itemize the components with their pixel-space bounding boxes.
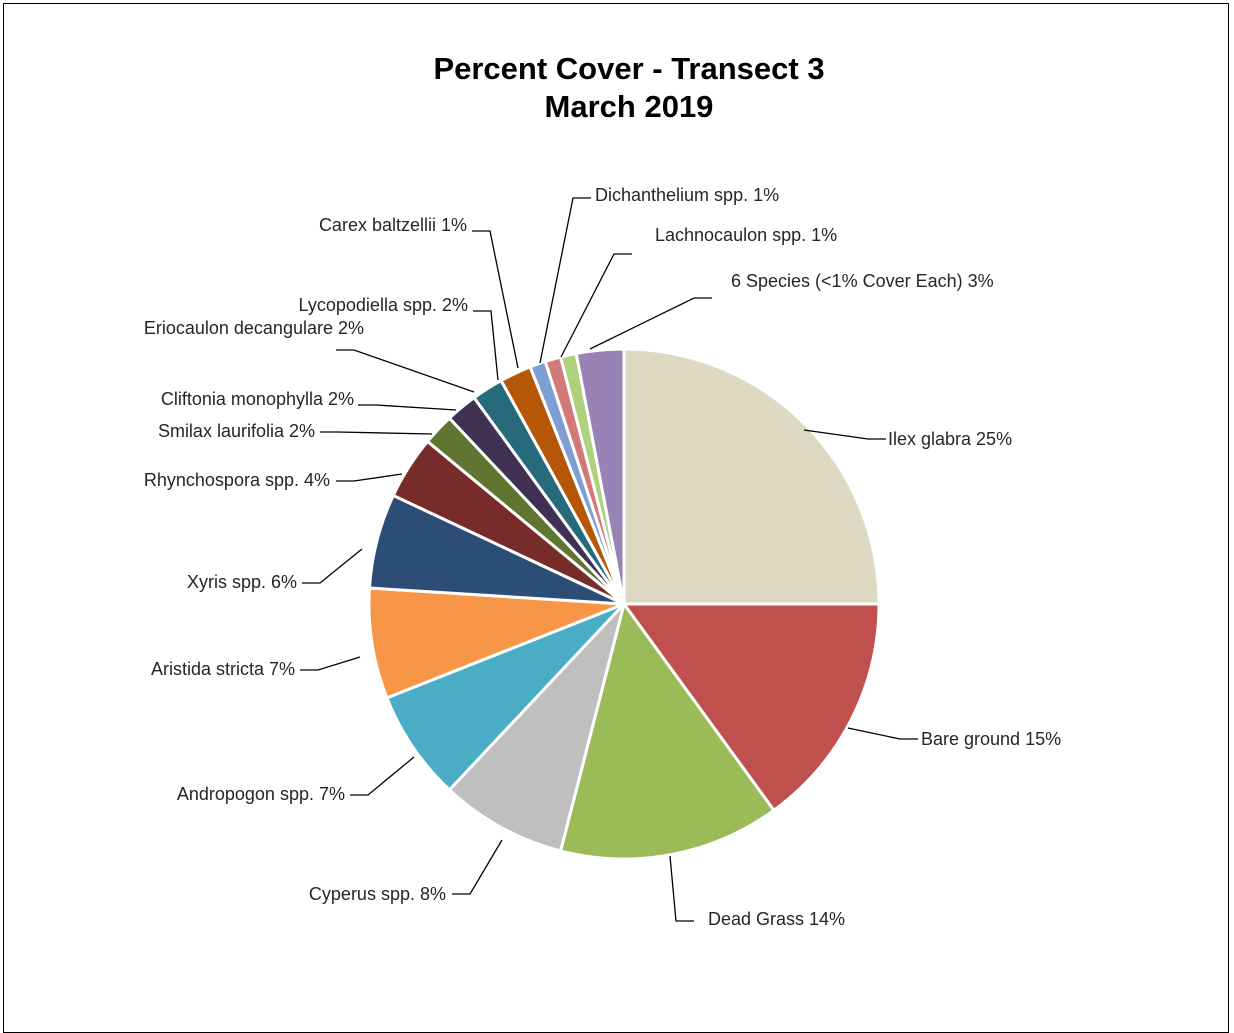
pie-slice-2	[622, 602, 881, 812]
data-label-15: Lachnocaulon spp. 1%	[655, 225, 837, 245]
data-label-3: Dead Grass 14%	[708, 909, 845, 929]
data-label-13: Carex baltzellii 1%	[319, 215, 467, 235]
data-label-6: Aristida stricta 7%	[151, 659, 295, 679]
pie-slice-6	[367, 586, 626, 700]
data-label-7: Xyris spp. 6%	[187, 572, 297, 592]
data-label-11: Eriocaulon decangulare 2%	[144, 318, 364, 338]
leader-line-8	[336, 473, 403, 482]
leader-lines	[300, 197, 918, 922]
leader-line-7	[302, 548, 363, 584]
leader-line-10	[358, 404, 457, 411]
data-label-10: Cliftonia monophylla 2%	[161, 389, 354, 409]
leader-line-14	[539, 197, 591, 364]
pie-slice-1	[622, 347, 881, 606]
leader-line-3	[669, 855, 694, 922]
leader-line-15	[560, 253, 632, 358]
pie-slice-5	[385, 602, 626, 792]
leader-line-9	[320, 431, 433, 435]
data-label-14: Dichanthelium spp. 1%	[595, 185, 779, 205]
data-label-5: Andropogon spp. 7%	[177, 784, 345, 804]
leader-line-11	[336, 349, 475, 393]
data-label-4: Cyperus spp. 8%	[309, 884, 446, 904]
pie-slice-16	[574, 347, 626, 606]
data-label-16: 6 Species (<1% Cover Each) 3%	[731, 271, 994, 291]
data-label-9: Smilax laurifolia 2%	[158, 421, 315, 441]
pie-slices	[367, 347, 881, 861]
leader-line-13	[472, 230, 519, 369]
data-label-12: Lycopodiella spp. 2%	[299, 295, 468, 315]
pie-slice-3	[559, 602, 776, 861]
chart-title: Percent Cover - Transect 3 March 2019	[0, 50, 1234, 126]
leader-line-2	[847, 727, 918, 740]
data-label-1: Ilex glabra 25%	[888, 429, 1012, 449]
leader-line-6	[300, 656, 361, 671]
data-labels: Ilex glabra 25% Bare ground 15% Dead Grass…	[144, 185, 1061, 929]
data-label-2: Bare ground 15%	[921, 729, 1061, 749]
leader-line-5	[350, 756, 415, 796]
leader-line-4	[452, 839, 503, 895]
leader-line-1	[803, 429, 886, 440]
chart-title-line1: Percent Cover - Transect 3	[433, 51, 825, 86]
leader-line-16	[589, 297, 712, 350]
leader-line-12	[473, 310, 499, 381]
pie-slice-4	[447, 602, 626, 853]
chart-title-line2: March 2019	[544, 89, 714, 124]
data-label-8: Rhynchospora spp. 4%	[144, 470, 330, 490]
